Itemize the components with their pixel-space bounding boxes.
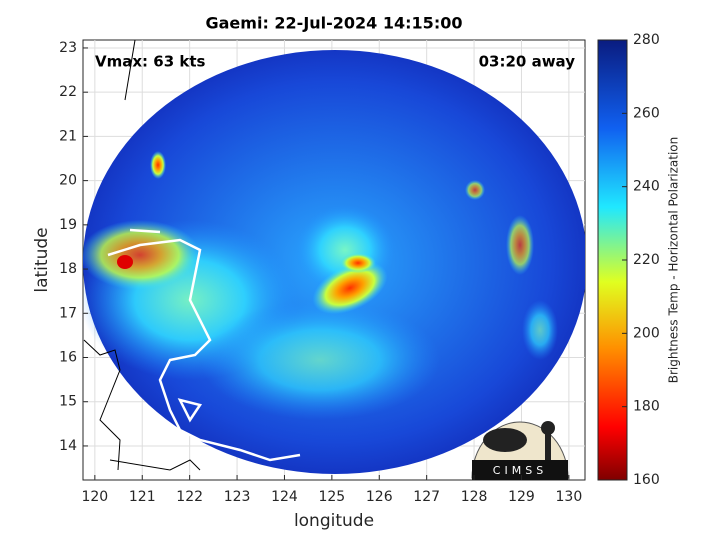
y-tick-label: 22 <box>59 84 77 100</box>
y-tick-label: 20 <box>59 173 77 189</box>
x-tick-label: 128 <box>461 489 488 505</box>
vmax-annotation: Vmax: 63 kts <box>95 53 205 71</box>
x-tick-label: 123 <box>224 489 251 505</box>
x-tick-label: 121 <box>129 489 156 505</box>
x-tick-label: 122 <box>176 489 203 505</box>
y-tick-label: 15 <box>59 394 77 410</box>
x-tick-label: 124 <box>271 489 298 505</box>
y-tick-label: 18 <box>59 261 77 277</box>
time-annotation: 03:20 away <box>479 53 576 71</box>
y-tick-label: 17 <box>59 305 77 321</box>
x-tick-label: 129 <box>508 489 535 505</box>
colorbar-tick-label: 220 <box>633 252 660 268</box>
colorbar-tick-label: 200 <box>633 325 660 341</box>
x-tick-label: 130 <box>556 489 583 505</box>
logo-text: CIMSS <box>493 464 547 477</box>
x-axis-label: longitude <box>294 511 374 531</box>
x-tick-label: 126 <box>366 489 393 505</box>
colorbar-label: Brightness Temp - Horizontal Polarizatio… <box>667 137 681 384</box>
y-tick-label: 19 <box>59 217 77 233</box>
title: Gaemi: 22-Jul-2024 14:15:00 <box>206 14 463 33</box>
logo: CIMSS <box>471 421 569 480</box>
colorbar-tick-label: 180 <box>633 399 660 415</box>
colorbar-tick-label: 260 <box>633 105 660 121</box>
colorbar-tick-label: 240 <box>633 179 660 195</box>
x-tick-label: 120 <box>81 489 108 505</box>
colorbar-tick-label: 280 <box>633 32 660 48</box>
colorbar-tick-label: 160 <box>633 472 660 488</box>
swath-image <box>83 40 585 474</box>
x-tick-label: 125 <box>318 489 345 505</box>
x-tick-label: 127 <box>413 489 440 505</box>
y-tick-label: 16 <box>59 350 77 366</box>
y-axis-label: latitude <box>32 227 52 292</box>
y-tick-label: 21 <box>59 128 77 144</box>
y-tick-label: 23 <box>59 40 77 56</box>
y-tick-label: 14 <box>59 438 77 454</box>
